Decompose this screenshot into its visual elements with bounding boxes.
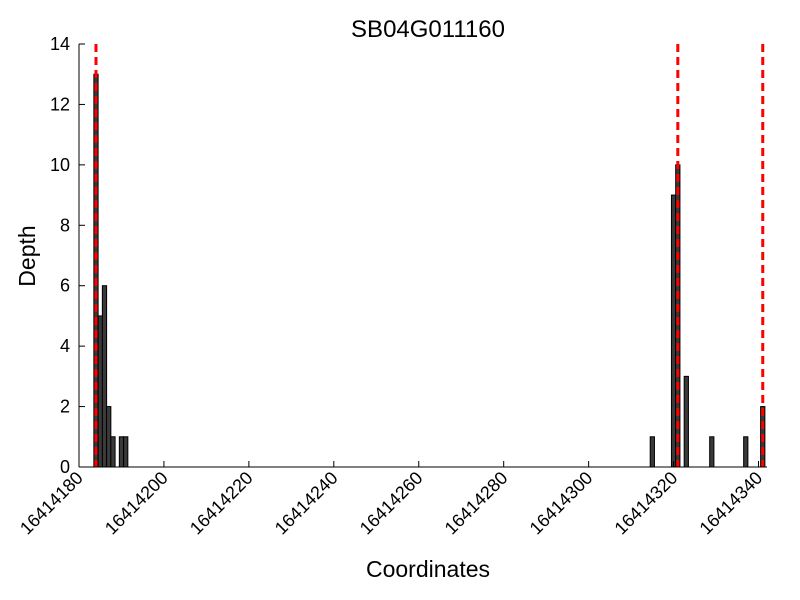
y-axis-label: Depth — [14, 225, 40, 286]
bar-2 — [101, 285, 108, 468]
y-tick-label-7: 14 — [50, 34, 70, 54]
reference-lines-layer — [94, 44, 765, 467]
x-tick-label-7: 16414320 — [611, 468, 682, 539]
bars-layer — [93, 73, 766, 468]
x-tick-label-8: 16414340 — [696, 468, 767, 539]
x-tick-label-1: 16414200 — [101, 468, 172, 539]
x-tick-label-4: 16414260 — [356, 468, 427, 539]
bar-5 — [118, 436, 125, 468]
bar-12 — [743, 436, 749, 468]
bar-10 — [683, 375, 689, 468]
y-tick-label-2: 4 — [60, 336, 70, 356]
bar-4 — [110, 436, 116, 468]
x-tick-label-5: 16414280 — [441, 468, 512, 539]
bar-11 — [709, 436, 715, 468]
chart-title: SB04G011160 — [351, 16, 505, 43]
x-axis-label: Coordinates — [366, 556, 490, 582]
bar-3 — [106, 406, 112, 468]
x-tick-label-2: 16414220 — [186, 468, 257, 539]
y-tick-label-4: 8 — [60, 215, 70, 235]
y-tick-label-0: 0 — [60, 457, 70, 477]
y-tick-label-3: 6 — [60, 276, 70, 296]
axes-layer — [78, 44, 767, 468]
x-tick-label-3: 16414240 — [271, 468, 342, 539]
y-tick-label-5: 10 — [50, 155, 70, 175]
bar-6 — [123, 436, 129, 468]
y-tick-label-1: 2 — [60, 397, 70, 417]
bar-1 — [97, 315, 103, 468]
bar-8 — [670, 194, 677, 468]
y-tick-label-6: 12 — [50, 94, 70, 114]
x-tick-label-0: 16414180 — [16, 468, 87, 539]
bar-7 — [649, 436, 655, 468]
x-tick-label-6: 16414300 — [526, 468, 597, 539]
